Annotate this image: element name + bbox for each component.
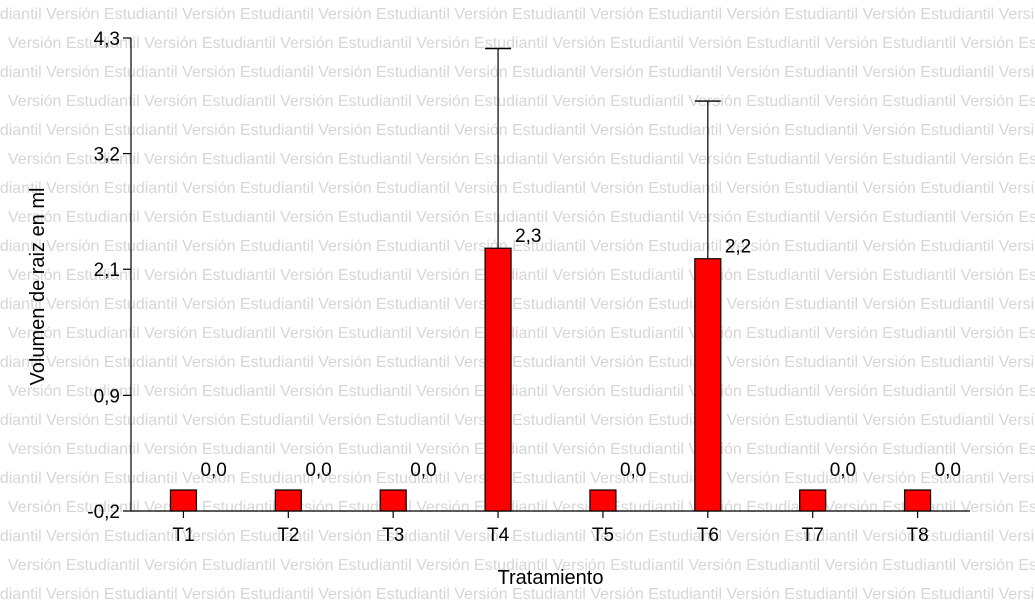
data-label-t2: 0,0 xyxy=(305,460,331,481)
data-label-t5: 0,0 xyxy=(620,460,646,481)
data-label-t8: 0,0 xyxy=(935,460,961,481)
y-tick-label: 2,1 xyxy=(94,260,120,281)
y-axis: -0,2 0,9 2,1 3,2 4,3 xyxy=(87,29,132,523)
x-axis: T1 T2 T3 T4 T5 T6 T7 T8 xyxy=(131,510,970,546)
x-axis-title: Tratamiento xyxy=(498,567,604,589)
data-label-t7: 0,0 xyxy=(830,460,856,481)
bar-t7 xyxy=(799,489,827,512)
bar-t5 xyxy=(589,489,617,512)
x-tick-label: T6 xyxy=(697,525,719,546)
data-label-t3: 0,0 xyxy=(410,460,436,481)
x-tick-label: T4 xyxy=(487,525,510,546)
data-label-t1: 0,0 xyxy=(200,460,226,481)
data-label-t4: 2,3 xyxy=(515,226,541,247)
y-tick-label: 0,9 xyxy=(94,386,120,407)
bar-t6 xyxy=(694,258,722,512)
x-tick-label: T8 xyxy=(906,525,928,546)
bars xyxy=(169,247,932,512)
bar-t8 xyxy=(903,489,932,512)
x-tick-label: T2 xyxy=(277,525,299,546)
x-tick-label: T1 xyxy=(172,525,194,546)
bar-t3 xyxy=(379,489,407,512)
y-tick-label: 4,3 xyxy=(94,29,120,50)
y-tick-label: -0,2 xyxy=(87,502,120,523)
bar-t1 xyxy=(169,489,198,512)
x-tick-label: T3 xyxy=(382,525,404,546)
bar-t4 xyxy=(484,247,512,512)
error-bars xyxy=(485,47,721,259)
y-tick-label: 3,2 xyxy=(94,145,120,166)
data-label-t6: 2,2 xyxy=(725,237,751,258)
x-tick-label: T5 xyxy=(592,525,614,546)
bar-t2 xyxy=(274,489,302,512)
x-tick-label: T7 xyxy=(802,525,824,546)
y-axis-title: Volumen de raiz en ml xyxy=(27,188,49,386)
data-labels: 0,0 0,0 0,0 2,3 0,0 2,2 0,0 0,0 xyxy=(200,226,961,481)
